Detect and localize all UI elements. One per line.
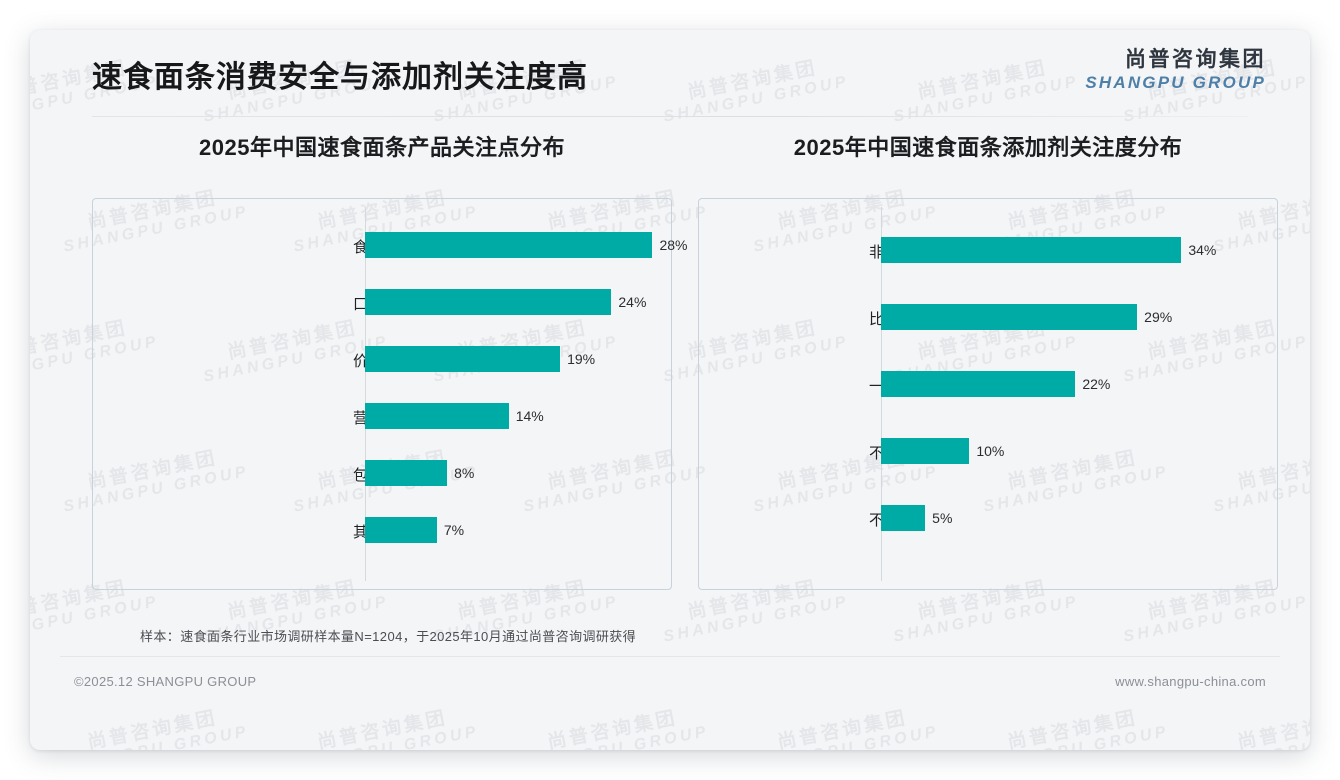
bar xyxy=(365,403,509,429)
bar-value-label: 8% xyxy=(454,465,475,481)
bar-row: 不太关注10% xyxy=(699,431,1277,471)
brand-logo: 尚普咨询集团 SHANGPU GROUP xyxy=(1085,48,1266,93)
bar-row: 包装设计8% xyxy=(93,453,671,493)
bar-value-label: 14% xyxy=(515,408,544,424)
bar-value-label: 29% xyxy=(1144,309,1173,325)
footer-divider xyxy=(60,656,1280,657)
slide-footer: ©2025.12 SHANGPU GROUP www.shangpu-china… xyxy=(30,666,1310,706)
bar-with-value: 28% xyxy=(365,225,687,265)
chart-frame-right: 非常关注34% 比较关注29% 一般关注22% 不太关注10% 不关注5% xyxy=(698,198,1278,590)
bar-row: 一般关注22% xyxy=(699,364,1277,404)
bar-value-label: 28% xyxy=(659,237,688,253)
chart-panel-left: 2025年中国速食面条产品关注点分布 食品安全28% 口味口感24% 价格实惠19%… xyxy=(92,126,687,590)
bar-row: 非常关注34% xyxy=(699,230,1277,270)
bar xyxy=(881,505,926,531)
bar-with-value: 29% xyxy=(881,297,1172,337)
chart-frame-left: 食品安全28% 口味口感24% 价格实惠19% 营养健康14% 包装设计8% 其他关注7% xyxy=(92,198,687,590)
bar-with-value: 34% xyxy=(881,230,1216,270)
chart-panel-right: 2025年中国速食面条添加剂关注度分布 非常关注34% 比较关注29% 一般关注22… xyxy=(698,126,1278,590)
slide-card: 尚普咨询集团 SHANGPU GROUP 尚普咨询集团 SHANGPU GROUP 尚普… xyxy=(30,30,1310,750)
logo-english-text: SHANGPU GROUP xyxy=(1085,73,1266,93)
bar xyxy=(365,232,653,258)
bar-row: 其他关注7% xyxy=(93,510,671,550)
bar-row: 食品安全28% xyxy=(93,225,687,265)
bar-with-value: 5% xyxy=(881,498,952,538)
bar xyxy=(881,371,1076,397)
bar-value-label: 5% xyxy=(932,510,953,526)
bar-with-value: 14% xyxy=(365,396,544,436)
slide-header: 速食面条消费安全与添加剂关注度高 尚普咨询集团 SHANGPU GROUP xyxy=(30,30,1310,116)
chart-axis-line xyxy=(365,207,366,581)
bar xyxy=(365,517,437,543)
bar-value-label: 7% xyxy=(443,522,465,538)
bar xyxy=(881,438,970,464)
page-title: 速食面条消费安全与添加剂关注度高 xyxy=(92,61,588,94)
chart-title-left: 2025年中国速食面条产品关注点分布 xyxy=(199,135,565,160)
bar-row: 营养健康14% xyxy=(93,396,671,436)
bar-row: 不关注5% xyxy=(699,498,1277,538)
bar-with-value: 22% xyxy=(881,364,1110,404)
bar-plot-right: 非常关注34% 比较关注29% 一般关注22% 不太关注10% 不关注5% xyxy=(699,199,1277,589)
bar-row: 口味口感24% xyxy=(93,282,671,322)
bar-row: 价格实惠19% xyxy=(93,339,671,379)
bar-value-label: 10% xyxy=(976,443,1005,459)
bar-value-label: 34% xyxy=(1188,242,1217,258)
chart-title-right: 2025年中国速食面条添加剂关注度分布 xyxy=(793,135,1183,160)
website-url[interactable]: www.shangpu-china.com xyxy=(1115,674,1266,689)
bar xyxy=(365,289,612,315)
bar-value-label: 24% xyxy=(618,294,647,310)
bar-with-value: 24% xyxy=(365,282,646,322)
bar xyxy=(881,304,1138,330)
bar-plot-left: 食品安全28% 口味口感24% 价格实惠19% 营养健康14% 包装设计8% 其他关注7% xyxy=(93,199,687,589)
bar xyxy=(881,237,1182,263)
bar-with-value: 10% xyxy=(881,431,1004,471)
bar-with-value: 19% xyxy=(365,339,595,379)
copyright-text: ©2025.12 SHANGPU GROUP xyxy=(74,674,257,689)
header-divider xyxy=(92,116,1248,117)
sample-footnote: 样本：速食面条行业市场调研样本量N=1204，于2025年10月通过尚普咨询调研… xyxy=(140,629,637,644)
bar-value-label: 19% xyxy=(567,351,596,367)
bar-with-value: 7% xyxy=(365,510,464,550)
bar xyxy=(365,346,561,372)
bar-value-label: 22% xyxy=(1082,376,1111,392)
bar xyxy=(365,460,448,486)
bar-row: 比较关注29% xyxy=(699,297,1277,337)
logo-chinese-text: 尚普咨询集团 xyxy=(1125,48,1266,71)
bar-with-value: 8% xyxy=(365,453,474,493)
